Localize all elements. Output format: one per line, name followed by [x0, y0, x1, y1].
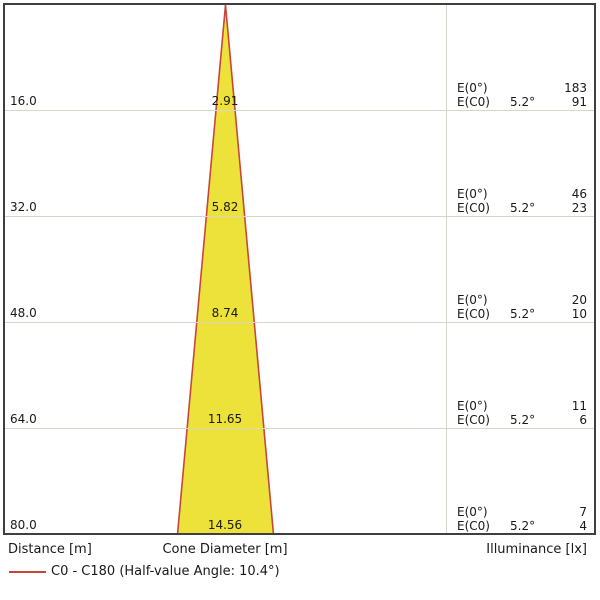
e0-line: E(0°) 11 [457, 399, 587, 413]
ec0-line: E(C0) 5.2° 6 [457, 413, 587, 427]
distance-axis-label: Distance [m] [8, 542, 92, 557]
gridline-64m [5, 428, 594, 429]
ec0-line: E(C0) 5.2° 4 [457, 519, 587, 533]
illuminance-block: E(0°) 20 E(C0) 5.2° 10 [457, 293, 587, 321]
ec0-value: 10 [571, 307, 587, 321]
e0-line: E(0°) 7 [457, 505, 587, 519]
cone-diameter-axis-label: Cone Diameter [m] [162, 542, 288, 557]
half-angle-value: 5.2° [510, 413, 536, 427]
ec0-label: E(C0) [457, 413, 490, 427]
legend-label: C0 - C180 (Half-value Angle: 10.4°) [51, 564, 280, 579]
ec0-label: E(C0) [457, 307, 490, 321]
e0-line: E(0°) 20 [457, 293, 587, 307]
half-angle-value: 5.2° [510, 307, 536, 321]
e0-label: E(0°) [457, 187, 488, 201]
cone-shape [176, 5, 275, 533]
half-angle-value: 5.2° [510, 201, 536, 215]
illuminance-row: E(0°) 7 E(C0) 5.2° 4 [447, 429, 594, 535]
diagram-frame: 16.0 2.91 32.0 5.82 48.0 8.74 64.0 11.65… [3, 3, 596, 535]
half-angle-value: 5.2° [510, 519, 536, 533]
half-angle-value: 5.2° [510, 95, 536, 109]
e0-value: 20 [571, 293, 587, 307]
illuminance-row: E(0°) 46 E(C0) 5.2° 23 [447, 111, 594, 217]
gridline-32m [5, 216, 594, 217]
distance-value: 80.0 [10, 518, 37, 532]
e0-label: E(0°) [457, 293, 488, 307]
cone-diameter-value: 5.82 [211, 200, 239, 214]
ec0-line: E(C0) 5.2° 10 [457, 307, 587, 321]
e0-value: 7 [579, 505, 587, 519]
illuminance-row: E(0°) 183 E(C0) 5.2° 91 [447, 5, 594, 111]
ec0-value: 4 [579, 519, 587, 533]
e0-label: E(0°) [457, 399, 488, 413]
e0-value: 11 [571, 399, 587, 413]
legend-line-swatch [9, 571, 46, 573]
cone-row: 32.0 5.82 [5, 111, 446, 217]
e0-label: E(0°) [457, 505, 488, 519]
ec0-value: 91 [571, 95, 587, 109]
e0-line: E(0°) 46 [457, 187, 587, 201]
cone-row: 48.0 8.74 [5, 217, 446, 323]
cone-diameter-value: 2.91 [211, 94, 239, 108]
e0-label: E(0°) [457, 81, 488, 95]
ec0-line: E(C0) 5.2° 23 [457, 201, 587, 215]
distance-value: 16.0 [10, 94, 37, 108]
e0-value: 46 [571, 187, 587, 201]
gridline-16m [5, 110, 594, 111]
distance-value: 64.0 [10, 412, 37, 426]
cone-row: 64.0 11.65 [5, 323, 446, 429]
cone-diameter-value: 14.56 [207, 518, 243, 532]
illuminance-block: E(0°) 46 E(C0) 5.2° 23 [457, 187, 587, 215]
cone-row: 80.0 14.56 [5, 429, 446, 535]
illuminance-row: E(0°) 11 E(C0) 5.2° 6 [447, 323, 594, 429]
ec0-label: E(C0) [457, 201, 490, 215]
ec0-value: 6 [579, 413, 587, 427]
panel-divider [446, 5, 447, 533]
illuminance-block: E(0°) 11 E(C0) 5.2° 6 [457, 399, 587, 427]
cone-row: 16.0 2.91 [5, 5, 446, 111]
cone-diameter-value: 8.74 [211, 306, 239, 320]
e0-value: 183 [564, 81, 587, 95]
illuminance-block: E(0°) 183 E(C0) 5.2° 91 [457, 81, 587, 109]
ec0-line: E(C0) 5.2° 91 [457, 95, 587, 109]
cone-diameter-value: 11.65 [207, 412, 243, 426]
illuminance-block: E(0°) 7 E(C0) 5.2° 4 [457, 505, 587, 533]
gridline-48m [5, 322, 594, 323]
illuminance-axis-label: Illuminance [lx] [486, 542, 587, 557]
cone-plot [176, 5, 275, 533]
distance-value: 32.0 [10, 200, 37, 214]
ec0-label: E(C0) [457, 95, 490, 109]
illuminance-row: E(0°) 20 E(C0) 5.2° 10 [447, 217, 594, 323]
ec0-value: 23 [571, 201, 587, 215]
axis-labels: Distance [m] Cone Diameter [m] Illuminan… [3, 542, 596, 560]
e0-line: E(0°) 183 [457, 81, 587, 95]
ec0-label: E(C0) [457, 519, 490, 533]
distance-value: 48.0 [10, 306, 37, 320]
